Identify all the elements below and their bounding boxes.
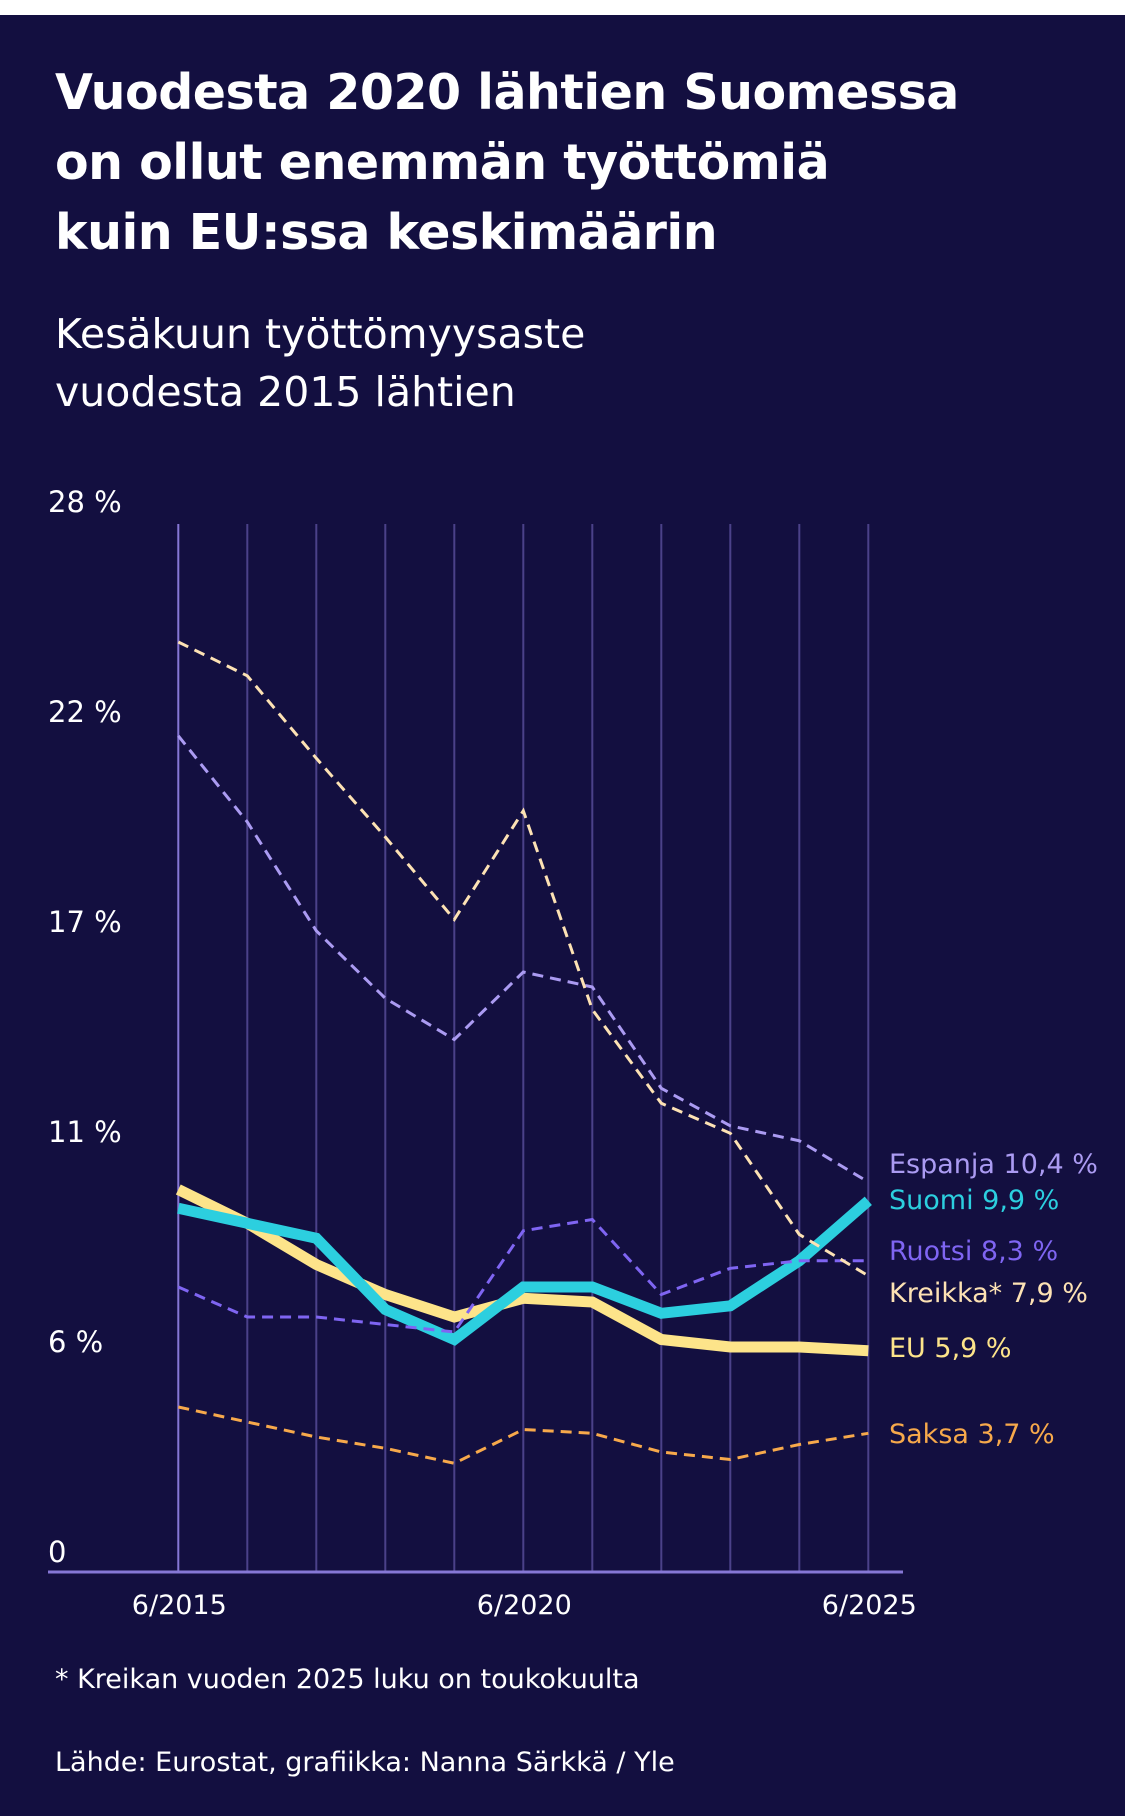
- legend-label-espanja: Espanja 10,4 %: [889, 1149, 1098, 1180]
- series-line-kreikka: [177, 640, 870, 1278]
- y-tick-label: 0: [48, 1535, 66, 1569]
- chart-subtitle: Kesäkuun työttömyysaste vuodesta 2015 lä…: [55, 305, 585, 421]
- y-tick-label: 17 %: [48, 905, 122, 939]
- source-credit: Lähde: Eurostat, grafiikka: Nanna Särkkä…: [55, 1747, 675, 1778]
- title-line: Vuodesta 2020 lähtien Suomessa: [55, 64, 959, 121]
- y-tick-label: 11 %: [48, 1115, 122, 1149]
- chart-panel: [0, 15, 1125, 1816]
- x-tick-label: 6/2020: [477, 1590, 572, 1621]
- legend-label-ruotsi: Ruotsi 8,3 %: [889, 1236, 1058, 1267]
- y-tick-label: 6 %: [48, 1325, 103, 1359]
- series-line-saksa: [177, 1405, 869, 1465]
- subtitle-line: Kesäkuun työttömyysaste: [55, 310, 586, 358]
- series-line-ruotsi: [177, 1217, 869, 1334]
- solid-series: [175, 1184, 872, 1357]
- title-line: kuin EU:ssa keskimäärin: [55, 204, 718, 261]
- x-axis-ticks: 6/2015 6/2020 6/2025: [132, 1590, 917, 1621]
- x-tick-label: 6/2015: [132, 1590, 227, 1621]
- series-line-suomi: [177, 1196, 872, 1346]
- gridlines: [177, 524, 870, 1572]
- legend: Saksa 3,7 % Ruotsi 8,3 % Espanja 10,4 % Kre…: [889, 1149, 1098, 1450]
- legend-label-eu: EU 5,9 %: [889, 1333, 1012, 1364]
- subtitle-line: vuodesta 2015 lähtien: [55, 368, 516, 416]
- legend-label-suomi: Suomi 9,9 %: [889, 1185, 1059, 1216]
- y-tick-label: 22 %: [48, 695, 122, 729]
- dashed-series: [177, 640, 870, 1465]
- series-line-eu: [175, 1184, 869, 1357]
- y-tick-label: 28 %: [48, 485, 122, 519]
- title-line: on ollut enemmän työttömiä: [55, 134, 830, 191]
- legend-label-kreikka: Kreikka* 7,9 %: [889, 1278, 1088, 1309]
- footnote: * Kreikan vuoden 2025 luku on toukokuult…: [55, 1664, 640, 1695]
- chart-title: Vuodesta 2020 lähtien Suomessa on ollut …: [55, 58, 1095, 268]
- legend-label-saksa: Saksa 3,7 %: [889, 1419, 1055, 1450]
- y-axis-ticks: 28 % 22 % 17 % 11 % 6 % 0: [48, 485, 122, 1569]
- series-line-espanja: [177, 734, 870, 1184]
- x-tick-label: 6/2025: [822, 1590, 917, 1621]
